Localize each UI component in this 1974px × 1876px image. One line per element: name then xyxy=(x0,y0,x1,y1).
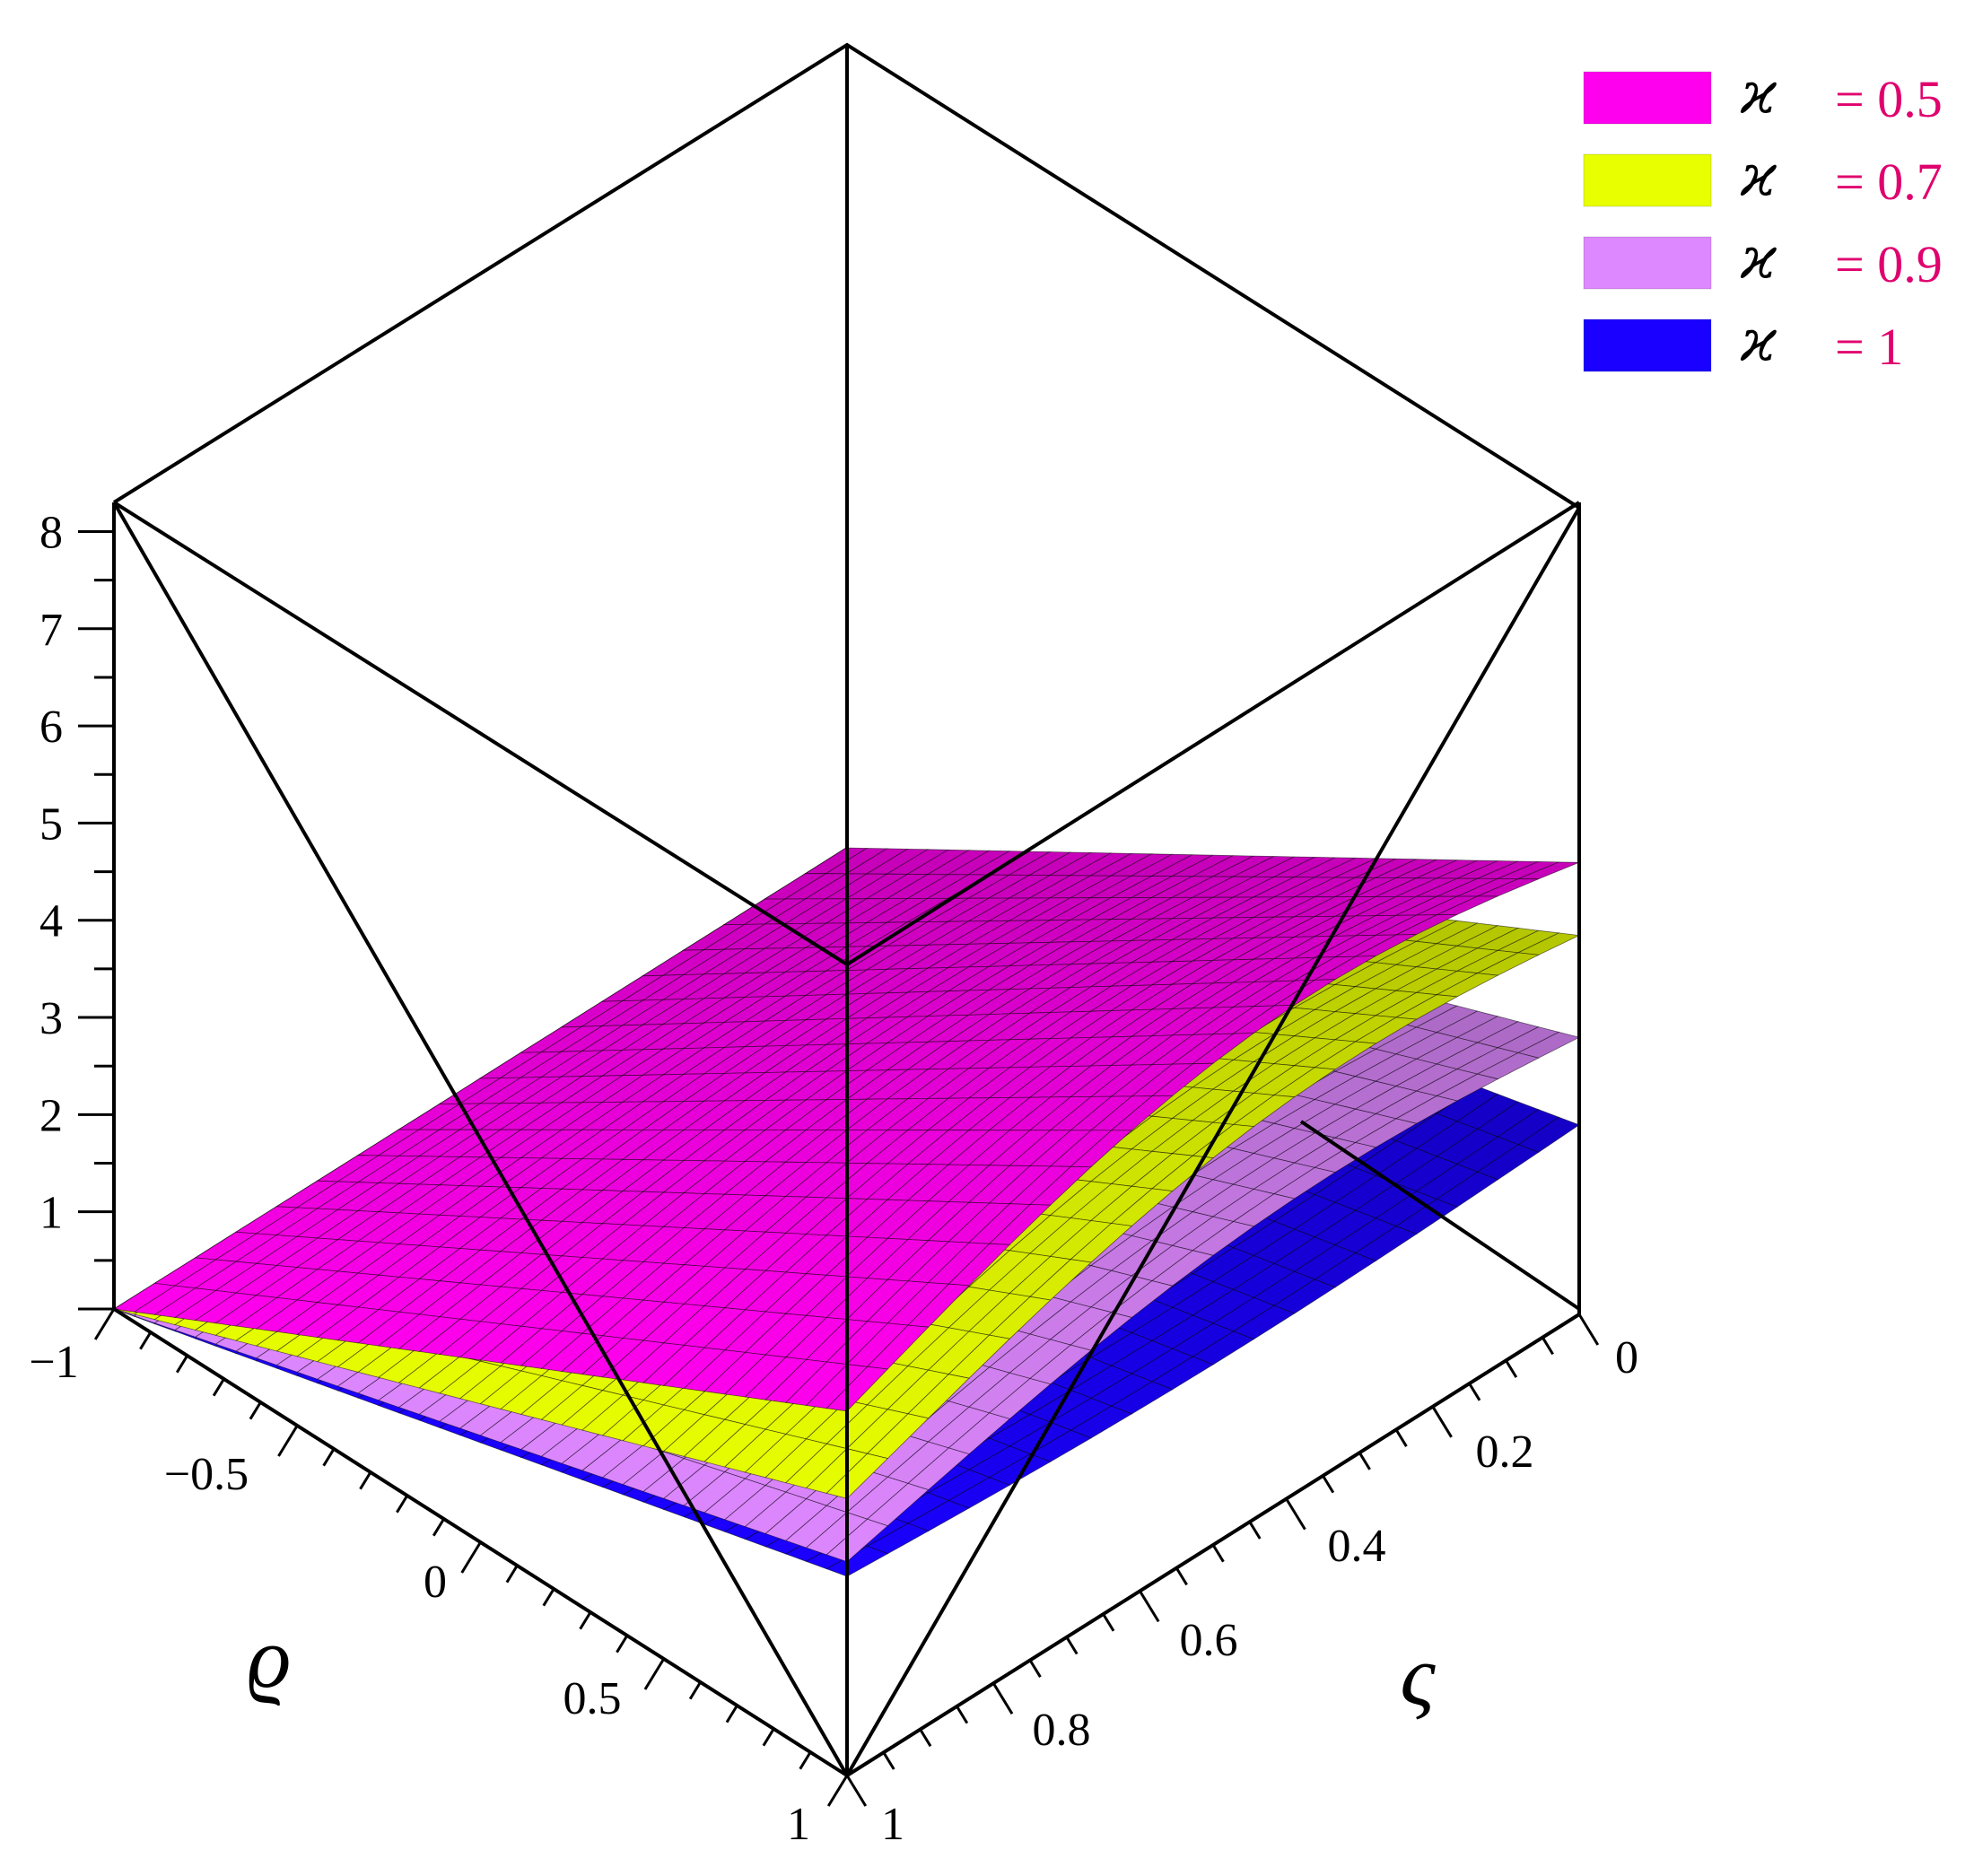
y-tick xyxy=(991,1682,1014,1715)
y-tick xyxy=(1394,1428,1408,1447)
surface-series xyxy=(112,847,1580,1412)
surfaces xyxy=(112,847,1581,1577)
x-tick xyxy=(688,1681,702,1700)
x-tick-label: 0.5 xyxy=(563,1673,622,1724)
y-tick xyxy=(1102,1613,1115,1632)
y-tick xyxy=(1322,1475,1335,1494)
x-tick xyxy=(826,1775,849,1807)
x-tick xyxy=(643,1658,666,1690)
z-tick-label: 5 xyxy=(39,798,63,850)
x-tick xyxy=(799,1751,812,1770)
x-tick xyxy=(277,1425,299,1457)
x-tick xyxy=(460,1541,482,1574)
box-back-edge xyxy=(1299,1120,1581,1311)
y-tick xyxy=(1248,1521,1262,1540)
x-axis-title: ϱ xyxy=(248,1610,292,1706)
legend-symbol: ϰ xyxy=(1740,309,1777,375)
x-tick-label: −1 xyxy=(29,1337,78,1388)
y-tick xyxy=(1577,1313,1600,1346)
box-edge xyxy=(845,506,1581,1777)
y-tick xyxy=(882,1751,895,1770)
y-tick-label: 0.8 xyxy=(1033,1705,1091,1756)
legend: ϰ = 0.5 ϰ = 0.7 ϰ = 0.9 ϰ = 1 xyxy=(1583,61,1943,376)
box-diag-right xyxy=(845,501,1581,966)
x-tick xyxy=(579,1611,592,1630)
z-tick-label: 7 xyxy=(39,605,63,656)
y-tick xyxy=(1431,1406,1453,1438)
y-tick-label: 0.4 xyxy=(1328,1521,1386,1572)
y-tick xyxy=(1139,1590,1160,1623)
legend-symbol: ϰ xyxy=(1740,61,1777,127)
y-tick xyxy=(1065,1636,1079,1655)
z-tick-label: 2 xyxy=(39,1090,63,1141)
x-tick xyxy=(93,1308,116,1340)
x-tick-label: 1 xyxy=(787,1799,810,1850)
x-tick xyxy=(432,1518,445,1537)
legend-value: = 0.9 xyxy=(1835,235,1943,293)
y-tick xyxy=(1468,1383,1481,1401)
x-tick xyxy=(359,1471,372,1490)
y-tick xyxy=(1285,1497,1306,1531)
bounding-box xyxy=(112,42,1581,1777)
y-tick xyxy=(845,1775,868,1807)
y-tick xyxy=(1505,1359,1518,1378)
y-tick-label: 0 xyxy=(1615,1332,1638,1383)
y-axis: 0 0.2 0.4 0.6 0.8 1 ς xyxy=(845,1313,1638,1850)
y-tick xyxy=(919,1728,932,1748)
x-tick-label: −0.5 xyxy=(164,1449,249,1500)
box-diag-left xyxy=(112,501,849,966)
x-tick xyxy=(322,1448,336,1467)
z-axis: 1 2 3 4 5 6 7 8 xyxy=(39,507,114,1311)
y-tick xyxy=(1175,1566,1188,1586)
legend-symbol: ϰ xyxy=(1740,226,1777,292)
x-tick xyxy=(505,1565,519,1584)
y-tick xyxy=(1211,1544,1225,1563)
x-tick xyxy=(175,1355,188,1374)
y-tick xyxy=(1358,1452,1371,1470)
legend-swatch xyxy=(1583,236,1712,290)
z-tick-label: 1 xyxy=(39,1188,63,1239)
legend-symbol: ϰ xyxy=(1740,144,1777,210)
legend-swatch xyxy=(1583,71,1712,125)
x-tick xyxy=(212,1378,225,1397)
z-tick-label: 6 xyxy=(39,702,63,753)
legend-value: = 0.7 xyxy=(1835,153,1943,211)
z-tick-label: 4 xyxy=(39,896,63,947)
y-tick xyxy=(956,1706,969,1724)
legend-swatch xyxy=(1583,153,1712,207)
legend-value: = 0.5 xyxy=(1835,70,1943,128)
y-tick-label: 0.6 xyxy=(1180,1615,1238,1666)
legend-entry: ϰ = 0.9 xyxy=(1583,226,1943,293)
x-tick xyxy=(249,1401,262,1420)
box-edge xyxy=(112,502,849,1776)
y-tick-label: 1 xyxy=(881,1799,904,1850)
y-tick-label: 0.2 xyxy=(1476,1427,1534,1478)
legend-entry: ϰ = 0.7 xyxy=(1583,144,1943,211)
z-tick-label: 8 xyxy=(39,507,63,558)
y-tick xyxy=(1541,1336,1554,1356)
x-tick xyxy=(542,1588,555,1607)
legend-swatch xyxy=(1583,318,1712,372)
x-tick-label: 0 xyxy=(424,1557,447,1608)
x-tick xyxy=(139,1331,153,1350)
x-tick xyxy=(616,1635,629,1653)
y-axis-title: ς xyxy=(1401,1627,1437,1723)
x-tick xyxy=(396,1495,409,1514)
x-axis: −1 −0.5 0 0.5 1 ϱ xyxy=(29,1308,849,1850)
legend-entry: ϰ = 0.5 xyxy=(1583,61,1943,128)
legend-value: = 1 xyxy=(1835,318,1903,376)
z-tick-label: 3 xyxy=(39,993,63,1044)
x-tick xyxy=(725,1705,738,1723)
x-tick xyxy=(762,1728,775,1747)
y-tick xyxy=(1028,1659,1042,1678)
legend-entry: ϰ = 1 xyxy=(1583,309,1903,376)
